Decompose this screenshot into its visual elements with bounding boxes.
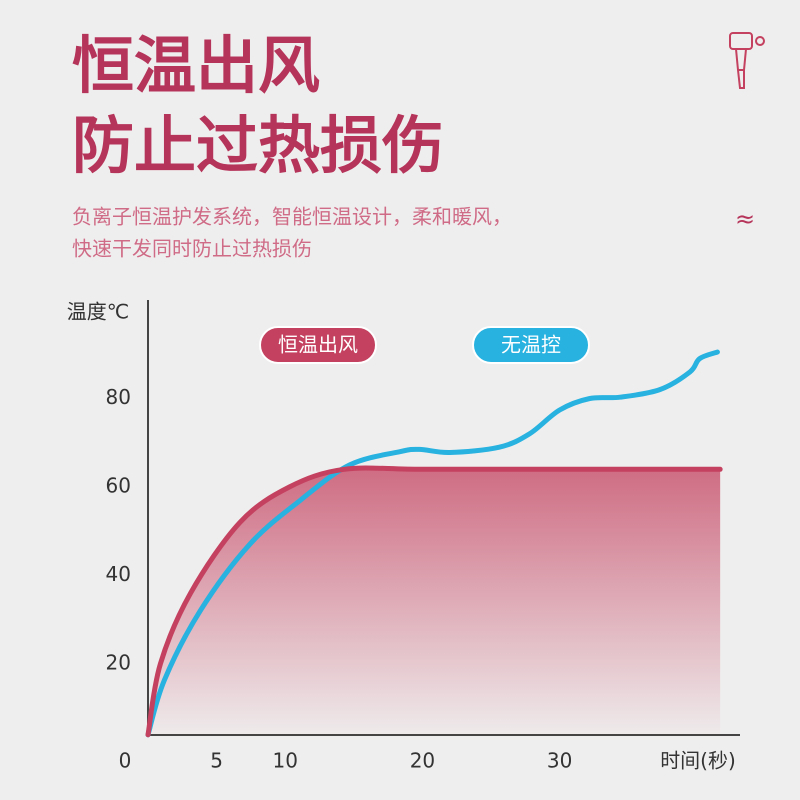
icon-text: ≈: [735, 205, 755, 233]
legend-label: 恒温出风: [278, 333, 358, 357]
y-tick-label: 20: [106, 651, 131, 675]
y-tick-label: 60: [106, 474, 131, 498]
x-tick-label: 5: [210, 749, 223, 773]
title: 防止过热损伤: [72, 109, 444, 182]
subtitle: 负离子恒温护发系统，智能恒温设计，柔和暖风，: [72, 205, 512, 229]
x-tick-label: 30: [547, 749, 572, 773]
subtitle: 快速干发同时防止过热损伤: [72, 237, 312, 261]
x-axis-label: 时间(秒): [660, 749, 736, 773]
title: 恒温出风: [72, 29, 320, 102]
legend-label: 无温控: [501, 333, 561, 357]
y-axis-label: 温度℃: [67, 300, 129, 324]
y-tick-label: 80: [106, 385, 131, 409]
x-tick-label: 20: [410, 749, 435, 773]
legend-pill: [259, 326, 377, 364]
dryer-icon: [729, 32, 765, 89]
x-tick-label: 0: [119, 749, 132, 773]
series-line: [145, 465, 723, 738]
legend-pill: [472, 326, 590, 364]
y-tick-label: 40: [106, 562, 131, 586]
area-fill: [148, 467, 721, 735]
x-tick-label: 10: [272, 749, 297, 773]
series-line: [145, 349, 720, 738]
